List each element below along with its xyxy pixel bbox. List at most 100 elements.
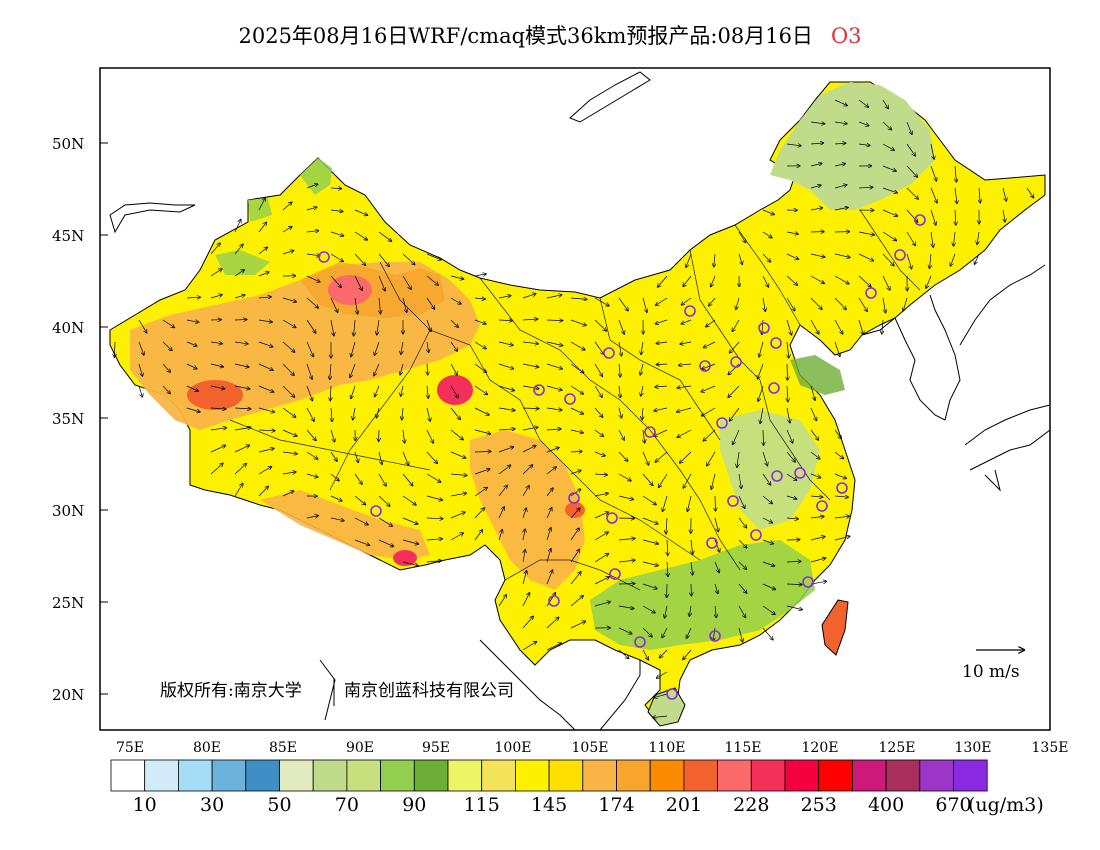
wind-arrow	[594, 554, 609, 563]
wind-arrow	[306, 473, 318, 477]
wind-arrow	[330, 451, 337, 461]
wind-arrow	[677, 386, 692, 388]
wind-arrow	[258, 320, 272, 322]
wind-arrow	[234, 363, 249, 367]
wind-arrow	[186, 407, 200, 412]
colorbar-swatch	[582, 759, 617, 792]
wind-arrow	[738, 539, 747, 548]
circle-marker-icon	[865, 287, 877, 299]
wind-arrow	[474, 298, 485, 299]
colorbar-swatch	[413, 759, 449, 792]
wind-arrow	[474, 385, 487, 395]
wind-arrow	[656, 297, 668, 305]
colorbar-tick-label: 253	[801, 794, 837, 816]
wind-arrow	[680, 342, 692, 344]
wind-arrow	[786, 605, 802, 610]
wind-arrow	[702, 363, 716, 369]
wind-arrow	[234, 295, 245, 299]
lon-label: 125E	[879, 740, 916, 756]
wind-arrow	[738, 495, 745, 508]
wind-arrow	[186, 341, 197, 346]
wind-arrow	[787, 341, 789, 358]
o3-hotspot	[565, 502, 585, 518]
wind-arrow	[786, 451, 795, 462]
wind-arrow	[763, 297, 765, 311]
wind-arrow	[474, 488, 487, 497]
circle-marker-icon	[318, 251, 330, 263]
wind-arrow	[138, 385, 142, 397]
wind-arrow	[702, 407, 716, 416]
wind-arrow	[474, 341, 486, 349]
circle-marker-icon	[758, 322, 770, 334]
wind-arrow	[762, 495, 772, 504]
wind-arrow	[258, 222, 266, 233]
wind-arrow	[426, 429, 433, 443]
wind-arrow	[522, 342, 538, 344]
wind-arrow	[546, 385, 562, 390]
wind-arrow	[663, 495, 668, 511]
wind-arrow	[426, 495, 443, 500]
wind-arrow	[354, 253, 366, 265]
wind-arrow	[618, 473, 631, 481]
wind-arrow	[594, 493, 608, 497]
wind-arrow	[546, 429, 561, 430]
wind-arrow	[351, 341, 356, 357]
wind-arrow	[786, 584, 802, 585]
wind-arrow	[186, 320, 199, 322]
wind-arrow	[354, 539, 370, 545]
wind-arrow	[546, 549, 551, 563]
wind-arrow	[738, 561, 747, 569]
wind-arrow	[450, 429, 463, 440]
wind-arrow	[427, 363, 428, 375]
wind-arrow	[282, 363, 294, 375]
wind-arrow	[642, 539, 658, 544]
wind-arrow	[450, 533, 463, 541]
wind-arrow	[234, 427, 251, 431]
wind-arrow	[162, 341, 172, 351]
wind-arrow	[546, 363, 562, 369]
wind-arrow	[738, 627, 743, 642]
wind-arrow	[642, 407, 643, 420]
lat-label: 40N	[52, 319, 84, 337]
circle-marker-icon	[666, 688, 678, 700]
colorbar-tick-label: 228	[733, 794, 769, 816]
wind-reference-label: 10 m/s	[962, 662, 1020, 682]
wind-arrow	[546, 570, 553, 585]
colorbar-swatch	[144, 759, 179, 792]
wind-arrow	[450, 363, 457, 375]
wind-arrow	[450, 319, 458, 327]
wind-arrow	[906, 253, 912, 269]
wind-arrow	[427, 385, 428, 398]
wind-arrow	[594, 512, 608, 519]
wind-arrow	[667, 561, 668, 577]
wind-arrow	[426, 539, 442, 540]
wind-arrow	[642, 561, 658, 566]
wind-arrow	[354, 297, 358, 314]
wind-arrow	[282, 407, 296, 417]
lat-label: 35N	[52, 410, 84, 428]
colorbar-swatch	[818, 759, 853, 792]
wind-arrow	[858, 275, 871, 287]
wind-arrow	[882, 209, 897, 216]
wind-arrow	[642, 627, 652, 637]
wind-arrow	[450, 512, 465, 519]
colorbar-tick-label: 10	[133, 794, 157, 816]
wind-arrow	[546, 488, 553, 497]
wind-arrow	[498, 341, 513, 345]
wind-arrow	[689, 605, 691, 616]
wind-arrow	[546, 508, 552, 519]
wind-arrow	[258, 486, 268, 497]
wind-arrow	[738, 517, 747, 528]
wind-arrow	[687, 495, 692, 511]
wind-arrow	[282, 491, 294, 497]
colorbar-swatch	[245, 759, 280, 792]
wind-arrow	[594, 602, 610, 607]
circle-marker-icon	[644, 426, 656, 438]
wind-arrow	[665, 605, 668, 618]
latitude-axis: 50N 45N 40N 35N 30N 25N 20N	[52, 135, 108, 704]
wind-arrow	[762, 539, 773, 544]
wind-arrow	[138, 363, 143, 376]
circle-marker-icon	[771, 470, 783, 482]
colorbar-labels: 10 30 50 70 90 115 145 174 201 228 253 400 670	[133, 794, 972, 816]
wind-arrow	[330, 473, 339, 481]
